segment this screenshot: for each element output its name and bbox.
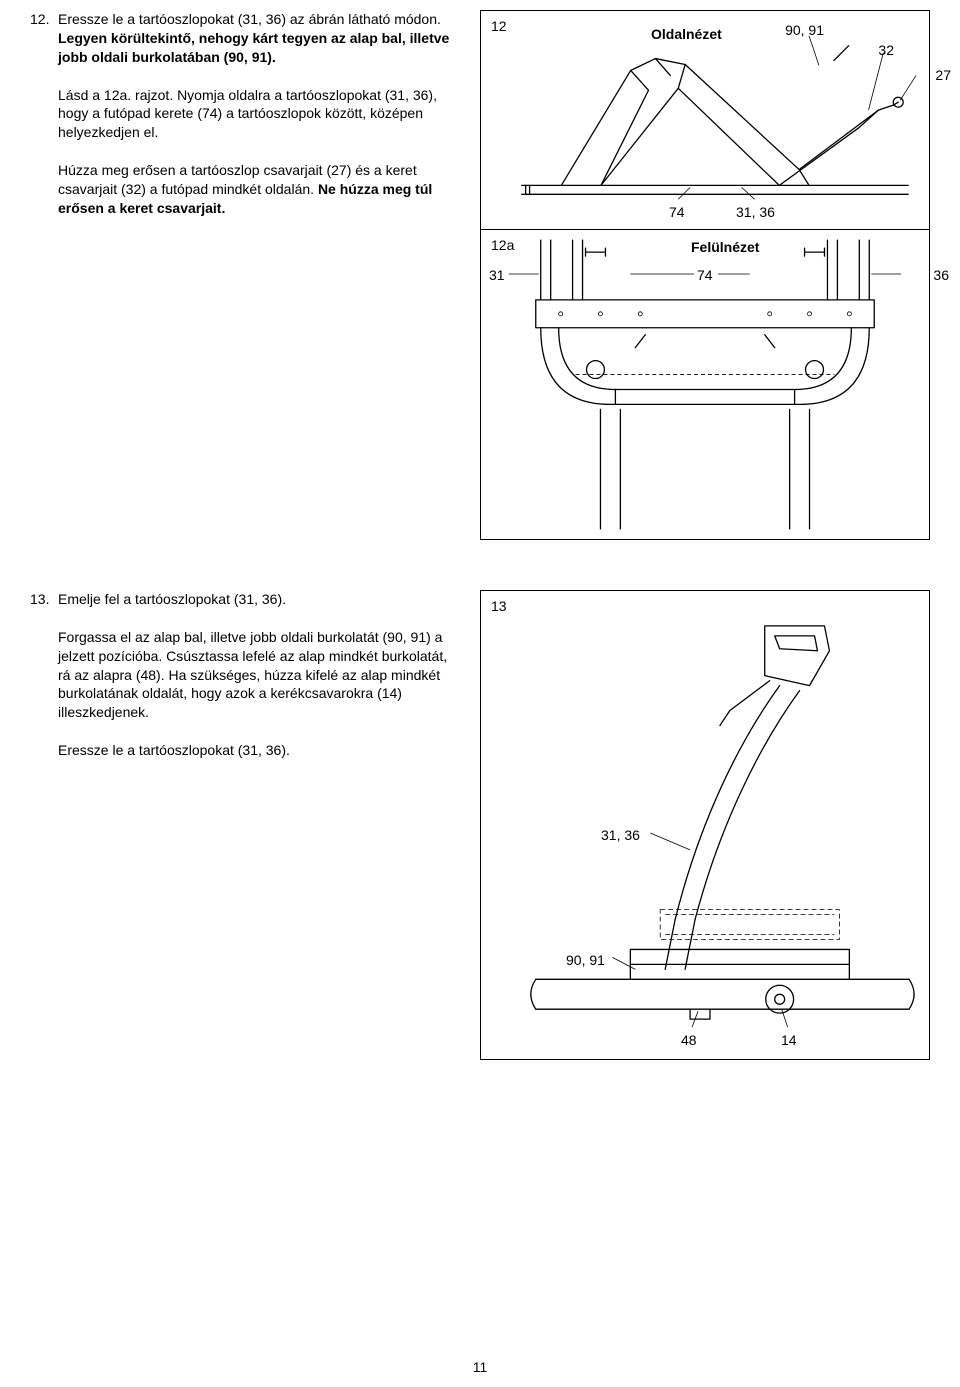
fig12-74: 74 (669, 203, 685, 222)
step-13-body: Emelje fel a tartóoszlopokat (31, 36). F… (58, 590, 462, 760)
step-13-number: 13. (30, 590, 58, 760)
step-12-p1: Eressze le a tartóoszlopokat (31, 36) az… (58, 10, 462, 218)
step-12-number: 12. (30, 10, 58, 218)
step-12-para1: 12. Eressze le a tartóoszlopokat (31, 36… (30, 10, 462, 218)
fig12-31-36: 31, 36 (736, 203, 775, 222)
fig12-32: 32 (878, 41, 894, 60)
figure-13: 13 31, 36 90, 91 48 14 (480, 590, 930, 1060)
step-13-text: 13. Emelje fel a tartóoszlopokat (31, 36… (30, 590, 480, 1060)
fig12a-31: 31 (489, 266, 505, 285)
step-13-block: 13. Emelje fel a tartóoszlopokat (31, 36… (30, 590, 462, 760)
fig12-90-91: 90, 91 (785, 21, 824, 40)
figures-12-12a: 12 Oldalnézet 90, 91 32 27 74 31, 36 (480, 10, 930, 540)
fig13-14: 14 (781, 1031, 797, 1050)
fig12a-id: 12a (491, 236, 514, 255)
step-13-p2: Forgassa el az alap bal, illetve jobb ol… (58, 629, 447, 721)
step-13-p3: Eressze le a tartóoszlopokat (31, 36). (58, 742, 290, 758)
fig13-48: 48 (681, 1031, 697, 1050)
figure-13-col: 13 31, 36 90, 91 48 14 (480, 590, 930, 1060)
step-12-row: 12. Eressze le a tartóoszlopokat (31, 36… (30, 10, 930, 540)
step-12-text: 12. Eressze le a tartóoszlopokat (31, 36… (30, 10, 480, 540)
step-12-p1b: Legyen körültekintő, nehogy kárt tegyen … (58, 30, 449, 65)
fig13-svg (481, 591, 929, 1059)
fig13-90-91: 90, 91 (566, 951, 605, 970)
fig12-27: 27 (935, 66, 951, 85)
step-12-p1a: Eressze le a tartóoszlopokat (31, 36) az… (58, 11, 441, 27)
figure-12a: 12a Felülnézet 31 74 36 (480, 230, 930, 540)
fig12a-74: 74 (697, 266, 713, 285)
fig12a-title: Felülnézet (691, 238, 759, 257)
step-13-p1: Emelje fel a tartóoszlopokat (31, 36). (58, 591, 286, 607)
fig13-31-36: 31, 36 (601, 826, 640, 845)
step-12-p2: Lásd a 12a. rajzot. Nyomja oldalra a tar… (58, 87, 437, 141)
fig13-id: 13 (491, 597, 507, 616)
fig12a-36: 36 (933, 266, 949, 285)
figure-12: 12 Oldalnézet 90, 91 32 27 74 31, 36 (480, 10, 930, 230)
page-number: 11 (0, 1358, 960, 1377)
fig12-id: 12 (491, 17, 507, 36)
spacer (30, 540, 930, 590)
step-13-row: 13. Emelje fel a tartóoszlopokat (31, 36… (30, 590, 930, 1060)
fig12-title: Oldalnézet (651, 25, 722, 44)
